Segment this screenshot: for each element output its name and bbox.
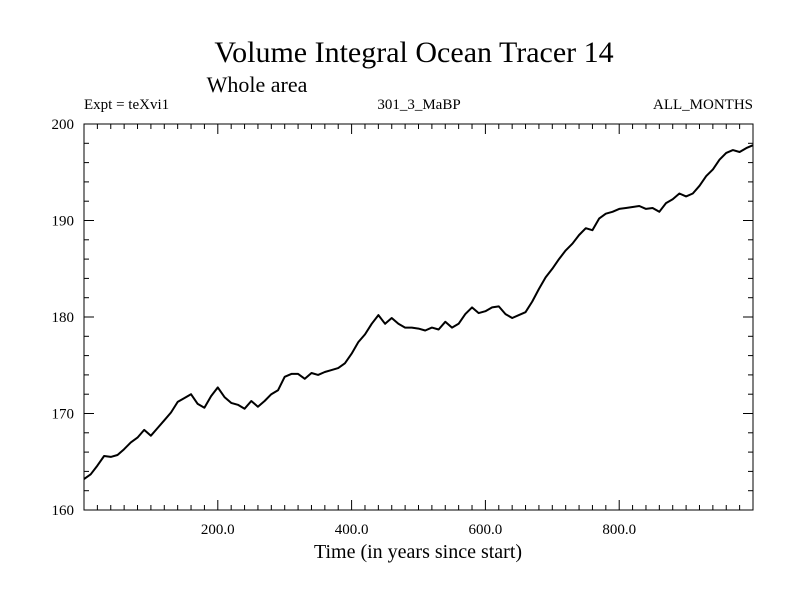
x-tick-label: 800.0	[602, 522, 636, 538]
x-tick-label: 400.0	[335, 522, 369, 538]
months-label: ALL_MONTHS	[653, 97, 753, 113]
y-tick-label: 200	[52, 117, 75, 133]
series-group	[83, 144, 754, 480]
minor-ticks	[84, 124, 753, 510]
x-axis-title: Time (in years since start)	[314, 541, 522, 563]
period-label: 301_3_MaBP	[377, 97, 460, 113]
chart-title: Volume Integral Ocean Tracer 14	[214, 36, 613, 69]
chart-subtitle: Whole area	[207, 72, 308, 97]
series-line	[83, 144, 754, 480]
experiment-label: Expt = teXvi1	[84, 97, 169, 113]
x-tick-label: 600.0	[469, 522, 503, 538]
plot-frame	[83, 123, 754, 511]
y-tick-label: 170	[52, 407, 75, 423]
y-tick-label: 180	[52, 310, 75, 326]
x-axis-ticks: 200.0 400.0 600.0 800.0	[201, 124, 636, 538]
y-tick-label: 160	[52, 503, 75, 519]
y-axis-ticks: 160 170 180 190 200	[52, 117, 753, 519]
y-tick-label: 190	[52, 214, 75, 230]
x-tick-label: 200.0	[201, 522, 235, 538]
